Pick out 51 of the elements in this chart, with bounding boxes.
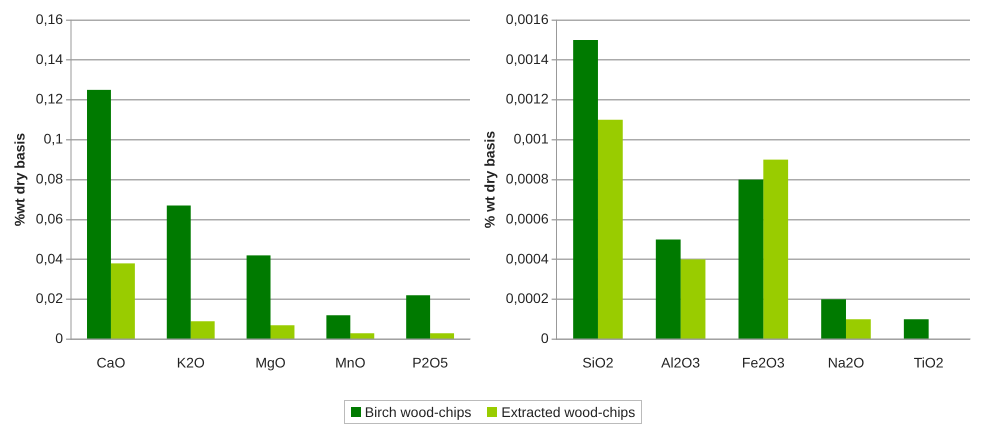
legend-label: Extracted wood-chips [501,404,636,420]
x-tick-label: SiO2 [582,354,614,370]
y-tick-label: 0,0012 [506,90,549,107]
bar [430,333,454,338]
x-tick-label: TiO2 [914,354,944,370]
y-tick-label: 0 [540,330,549,346]
bar [166,206,191,338]
y-tick-label: 0,02 [36,290,64,306]
x-tick-label: Al2O3 [661,354,700,370]
legend-label: Birch wood-chips [364,404,472,420]
bar [270,325,294,338]
bar [598,120,623,338]
x-tick-label: K2O [176,354,205,370]
bar [190,321,215,338]
x-tick-label: CaO [96,354,126,370]
y-tick-label: 0,0016 [506,10,549,27]
bar [656,239,681,338]
y-tick-label: 0 [55,330,64,346]
bar [246,255,271,338]
bar [738,180,764,338]
y-tick-label: 0,0006 [506,210,549,226]
y-tick-label: 0,001 [514,130,549,147]
y-tick-label: 0,16 [36,10,64,27]
x-tick-label: MgO [255,354,286,370]
bar [87,90,111,338]
y-tick-label: 0,04 [36,250,64,266]
y-tick-label: 0,08 [36,170,64,186]
x-tick-label: MnO [335,354,366,370]
bar [904,319,929,338]
bar [821,299,846,338]
x-tick-label: P2O5 [412,354,448,370]
x-tick-label: Na2O [828,354,864,370]
y-tick-label: 0,0002 [506,290,549,306]
x-tick-label: Fe2O3 [742,354,785,370]
bar [326,315,350,338]
y-tick-label: 0,0004 [506,250,549,266]
bar [110,263,135,338]
bar [406,295,430,338]
y-tick-label: 0,06 [36,210,64,226]
y-axis-title: %wt dry basis [11,132,28,226]
bar [680,259,706,338]
y-tick-label: 0,0014 [506,50,549,67]
bar [763,160,788,338]
bar [573,40,598,338]
y-tick-label: 0,14 [36,50,64,67]
y-axis-title: % wt dry basis [481,130,498,228]
y-tick-label: 0,0008 [506,170,549,186]
bar [350,333,374,338]
y-tick-label: 0,12 [36,90,64,107]
y-tick-label: 0,1 [44,130,64,147]
bar [846,319,871,338]
